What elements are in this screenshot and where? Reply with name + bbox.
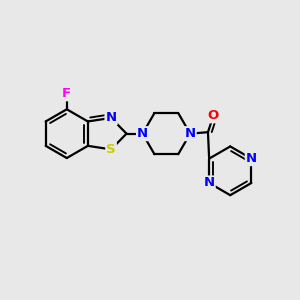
Text: N: N (137, 127, 148, 140)
Text: N: N (204, 176, 215, 190)
Text: N: N (184, 127, 196, 140)
Text: S: S (106, 143, 116, 156)
Text: O: O (208, 109, 219, 122)
Text: N: N (246, 152, 257, 165)
Text: N: N (106, 111, 117, 124)
Text: F: F (62, 87, 71, 100)
